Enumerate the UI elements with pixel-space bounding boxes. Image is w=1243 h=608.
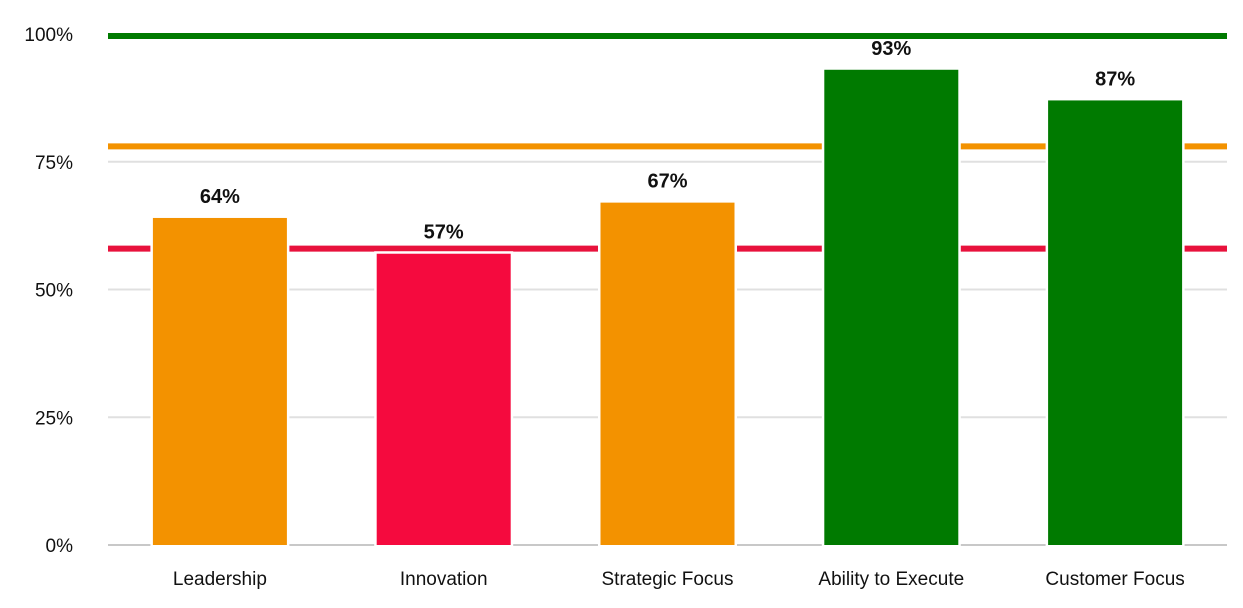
data-label: 87% (1095, 68, 1135, 90)
y-tick-label: 100% (24, 25, 73, 46)
bar (1045, 97, 1185, 548)
bar (821, 67, 961, 548)
data-label: 93% (871, 38, 911, 60)
y-tick-label: 0% (46, 536, 74, 557)
bars (150, 67, 1185, 548)
y-tick-label: 75% (35, 153, 73, 174)
x-tick-label: Strategic Focus (602, 569, 734, 590)
x-tick-label: Leadership (173, 569, 267, 590)
y-tick-label: 25% (35, 408, 73, 429)
bar (598, 200, 737, 548)
data-label: 57% (424, 222, 464, 244)
y-tick-label: 50% (35, 281, 73, 302)
data-label: 67% (647, 171, 687, 193)
bar (374, 251, 514, 548)
bar (150, 215, 290, 548)
x-tick-label: Customer Focus (1045, 569, 1184, 590)
y-axis-labels: 0% 25% 50% 75% 100% (24, 25, 73, 557)
data-label: 64% (200, 186, 240, 208)
x-tick-label: Innovation (400, 569, 488, 590)
x-tick-label: Ability to Execute (818, 569, 964, 590)
x-axis-labels: Leadership Innovation Strategic Focus Abili… (173, 569, 1185, 590)
data-labels: 64% 57% 67% 93% 87% (200, 38, 1135, 244)
